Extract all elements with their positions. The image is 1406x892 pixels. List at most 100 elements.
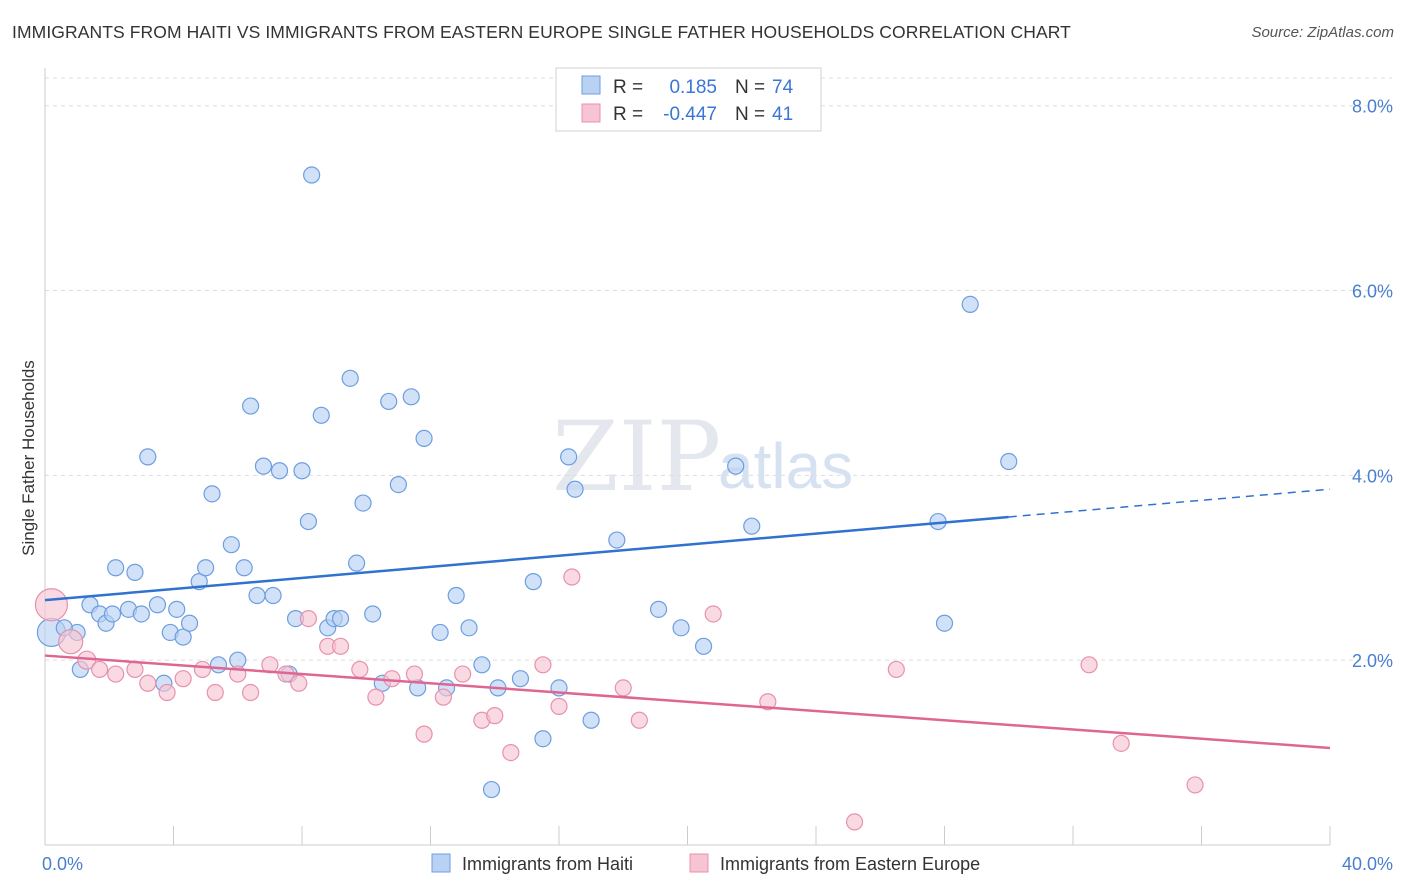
trend-line-haiti	[44, 515, 1009, 602]
point-haiti-35	[303, 166, 321, 184]
point-eastern-europe-18	[331, 637, 350, 655]
bottom-legend-label-haiti: Immigrants from Haiti	[462, 854, 633, 874]
point-haiti-61	[560, 448, 578, 466]
point-eastern-europe-7	[158, 683, 176, 702]
point-eastern-europe-33	[630, 711, 648, 729]
watermark: ZIP atlas	[552, 401, 853, 513]
y-axis-label-group: Single Father Households	[19, 360, 38, 556]
data-points	[34, 166, 1204, 831]
point-eastern-europe-29	[534, 656, 552, 674]
legend-n-label-eastern-europe: N =	[735, 104, 765, 125]
legend-r-value-eastern-europe: -0.447	[663, 104, 717, 125]
point-haiti-53	[460, 619, 478, 637]
point-eastern-europe-1	[58, 629, 84, 655]
point-haiti-68	[727, 457, 745, 475]
bottom-legend-swatch-haiti	[431, 853, 451, 873]
point-haiti-69	[743, 517, 761, 535]
point-haiti-25	[235, 559, 253, 577]
point-haiti-57	[511, 670, 530, 688]
point-eastern-europe-34	[704, 605, 722, 623]
bottom-legend-swatch-eastern-europe	[689, 853, 709, 873]
legend-r-label-eastern-europe: R =	[613, 104, 643, 125]
point-haiti-18	[180, 614, 199, 632]
legend: R = 0.185 N = 74 R = -0.447 N = 41	[555, 67, 822, 132]
point-haiti-48	[415, 429, 433, 447]
x-tick-labels: 0.0% 40.0%	[42, 854, 1393, 874]
axes: 2.0% 4.0% 6.0% 8.0%	[44, 68, 1393, 846]
point-haiti-55	[482, 780, 501, 799]
point-haiti-33	[293, 462, 311, 480]
point-haiti-58	[524, 573, 542, 591]
point-haiti-27	[248, 586, 266, 605]
point-eastern-europe-5	[126, 660, 144, 679]
point-eastern-europe-10	[206, 683, 224, 702]
bottom-legend: Immigrants from Haiti Immigrants from Ea…	[431, 853, 980, 874]
point-haiti-30	[270, 462, 289, 480]
trend-line-eastern-europe	[44, 654, 1331, 750]
trend-line-haiti-extension	[1008, 488, 1331, 518]
point-haiti-36	[312, 406, 330, 424]
point-haiti-29	[264, 586, 282, 605]
legend-swatch-haiti	[581, 75, 601, 95]
point-haiti-10	[126, 563, 144, 581]
point-eastern-europe-30	[550, 697, 568, 715]
point-eastern-europe-38	[1080, 656, 1098, 674]
point-haiti-67	[694, 637, 713, 655]
legend-n-value-haiti: 74	[772, 77, 794, 98]
point-haiti-47	[402, 388, 420, 406]
point-haiti-13	[139, 448, 157, 466]
point-haiti-8	[107, 559, 125, 577]
bottom-legend-label-eastern-europe: Immigrants from Eastern Europe	[720, 854, 980, 874]
point-eastern-europe-31	[563, 568, 581, 586]
point-eastern-europe-32	[614, 679, 632, 697]
point-haiti-59	[534, 730, 552, 748]
point-eastern-europe-37	[887, 660, 905, 679]
point-eastern-europe-40	[1186, 776, 1204, 794]
y-tick-label-4: 4.0%	[1352, 466, 1393, 486]
point-eastern-europe-21	[383, 670, 401, 688]
point-haiti-45	[380, 392, 398, 411]
point-haiti-11	[132, 605, 150, 623]
y-tick-label-2: 2.0%	[1352, 651, 1393, 671]
source-credit: Source: ZipAtlas.com	[1251, 24, 1394, 41]
point-eastern-europe-20	[367, 688, 385, 706]
point-eastern-europe-39	[1112, 734, 1130, 752]
legend-n-label-haiti: N =	[735, 77, 765, 98]
point-haiti-71	[935, 614, 954, 632]
y-tick-label-8: 8.0%	[1352, 97, 1393, 117]
point-haiti-39	[331, 609, 350, 628]
point-eastern-europe-19	[351, 660, 369, 679]
chart-title: IMMIGRANTS FROM HAITI VS IMMIGRANTS FROM…	[12, 22, 1071, 42]
point-haiti-52	[447, 586, 465, 605]
point-eastern-europe-22	[405, 665, 424, 683]
point-eastern-europe-23	[415, 725, 433, 743]
point-eastern-europe-0	[34, 588, 69, 622]
legend-swatch-eastern-europe	[581, 103, 601, 123]
point-haiti-41	[348, 554, 366, 572]
point-haiti-54	[473, 656, 491, 674]
point-haiti-63	[582, 711, 600, 729]
point-eastern-europe-16	[299, 609, 318, 628]
legend-r-label-haiti: R =	[613, 77, 643, 98]
y-axis-label: Single Father Households	[19, 360, 38, 556]
point-eastern-europe-24	[434, 688, 452, 706]
point-haiti-23	[222, 536, 240, 554]
point-haiti-16	[168, 600, 186, 618]
point-eastern-europe-28	[502, 743, 520, 762]
point-haiti-66	[672, 619, 690, 637]
point-haiti-26	[242, 397, 260, 415]
point-eastern-europe-15	[290, 674, 308, 692]
point-eastern-europe-25	[454, 665, 472, 683]
point-eastern-europe-6	[139, 674, 157, 692]
point-haiti-42	[354, 494, 372, 512]
point-haiti-72	[961, 295, 979, 314]
point-haiti-28	[254, 457, 273, 475]
legend-n-value-eastern-europe: 41	[772, 104, 793, 125]
point-eastern-europe-12	[242, 683, 260, 702]
trend-lines	[44, 488, 1331, 750]
point-eastern-europe-4	[107, 665, 125, 683]
y-tick-label-6: 6.0%	[1352, 282, 1393, 302]
point-haiti-22	[209, 656, 228, 674]
point-haiti-21	[203, 485, 221, 503]
point-haiti-65	[649, 600, 668, 618]
